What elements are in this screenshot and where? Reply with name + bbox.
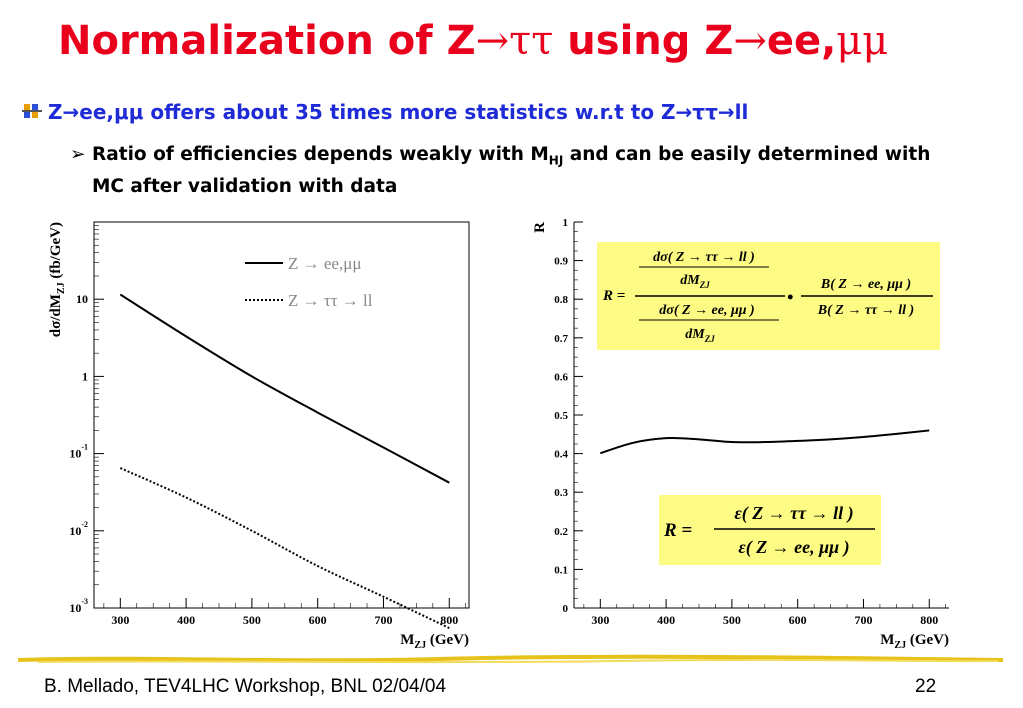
chart-left: 10-3 10-2 10-1 1 10 300 400 500 600 700 800 MZJ (Ge…	[48, 221, 470, 648]
x-axis-label-sub: ZJ	[414, 640, 426, 648]
plot-frame	[93, 221, 470, 609]
formula-den-num: dσ( Z → ee, μμ )	[659, 303, 754, 318]
y-tick-exponent: -3	[81, 597, 88, 606]
y-tick-label: 0.4	[554, 449, 568, 461]
y-axis-label: R	[532, 222, 548, 233]
x-tick-label: 400	[657, 613, 675, 627]
x-tick-label: 500	[723, 613, 741, 627]
formula-efficiency-box: R = ε( Z → ττ → ll ) ε( Z → ee, μμ )	[659, 495, 881, 565]
legend-label-1: Z → ττ → ll	[288, 291, 373, 310]
x-tick-label: 300	[111, 613, 129, 627]
y-axis-label-sub: ZJ	[56, 282, 67, 294]
x-tick-label: 800	[920, 613, 938, 627]
bullet-icon	[22, 104, 42, 118]
formula-eff-num: ε( Z → ττ → ll )	[734, 503, 853, 524]
y-tick-label: 10-2	[69, 520, 88, 538]
series-line-0	[600, 429, 930, 455]
series-line-0	[119, 293, 450, 484]
x-tick-label: 800	[440, 613, 458, 627]
bullet-sub: ➢ Ratio of efficiencies depends weakly w…	[70, 142, 950, 200]
series-line-1	[119, 467, 450, 629]
formula-b-num: B( Z → ee, μμ )	[820, 277, 911, 292]
x-axis-label-sub: ZJ	[894, 640, 906, 648]
footer-citation: B. Mellado, TEV4LHC Workshop, BNL 02/04/…	[44, 676, 447, 697]
legend-label-0: Z → ee,μμ	[288, 254, 361, 273]
x-tick-label: 600	[309, 613, 327, 627]
bullet-main: Z→ee,μμ offers about 35 times more stati…	[22, 100, 748, 124]
y-tick-exponent: -1	[81, 443, 88, 452]
svg-text:dMZJ: dMZJ	[680, 273, 710, 290]
y-tick-label: 0.9	[554, 256, 568, 268]
bullet-sub-text: Ratio of efficiencies depends weakly wit…	[92, 144, 931, 197]
x-axis-label-unit: (GeV)	[426, 632, 469, 648]
formula-b-den: B( Z → ττ → ll )	[817, 303, 914, 318]
page-number: 22	[915, 676, 937, 697]
formula-efficiency: R = ε( Z → ττ → ll ) ε( Z → ee, μμ )	[663, 503, 875, 558]
y-tick-label: 0.6	[554, 371, 568, 383]
y-tick-label: 0.1	[554, 564, 568, 576]
x-axis-label-unit: (GeV)	[906, 632, 949, 648]
y-tick-label: 10-1	[69, 443, 88, 461]
y-tick-label: 0.7	[554, 333, 568, 345]
x-tick-label: 500	[243, 613, 261, 627]
y-tick-label: 0.3	[554, 487, 568, 499]
chart-right: 0 0.1 0.2 0.3 0.4 0.5 0.6 0.7 0.8 0.9 1 300 400 500 60…	[532, 217, 949, 648]
y-tick-label: 1	[563, 217, 569, 229]
x-tick-label: 600	[789, 613, 807, 627]
y-tick-label: 0.5	[554, 410, 568, 422]
x-tick-label: 700	[374, 613, 392, 627]
y-tick-exponent: -2	[81, 520, 88, 529]
y-axis-label: dσ/dMZJ (fb/GeV)	[48, 222, 67, 337]
x-tick-label: 400	[177, 613, 195, 627]
y-tick-label: 10-3	[69, 597, 88, 615]
formula-eff-lhs: R =	[663, 520, 692, 541]
y-tick-label: 0	[563, 603, 569, 615]
formula-eff-den: ε( Z → ee, μμ )	[738, 537, 849, 558]
formula-ratio: R = dσ( Z → ττ → ll ) dMZJ dσ( Z → ee, μ…	[602, 250, 933, 344]
slide-title: Normalization of Z→ττ using Z→ee,μμ	[58, 18, 889, 64]
y-tick-label: 0.8	[554, 294, 568, 306]
arrow-bullet-icon: ➢	[70, 144, 86, 165]
x-axis-label: MZJ (GeV)	[880, 632, 949, 648]
svg-text:dMZJ: dMZJ	[685, 327, 715, 344]
x-tick-label: 300	[591, 613, 609, 627]
y-tick-label: 0.2	[554, 526, 568, 538]
formula-num-num: dσ( Z → ττ → ll )	[653, 250, 755, 265]
x-axis-label: MZJ (GeV)	[400, 632, 469, 648]
formula-ratio-box: R = dσ( Z → ττ → ll ) dMZJ dσ( Z → ee, μ…	[597, 242, 940, 350]
y-tick-label: 10	[76, 292, 88, 306]
x-tick-label: 700	[854, 613, 872, 627]
footer-divider	[18, 654, 1003, 664]
y-tick-label: 1	[82, 369, 88, 383]
y-axis-label-unit: (fb/GeV)	[48, 222, 64, 282]
formula-dot: •	[787, 287, 793, 307]
formula-lhs: R =	[602, 288, 625, 304]
